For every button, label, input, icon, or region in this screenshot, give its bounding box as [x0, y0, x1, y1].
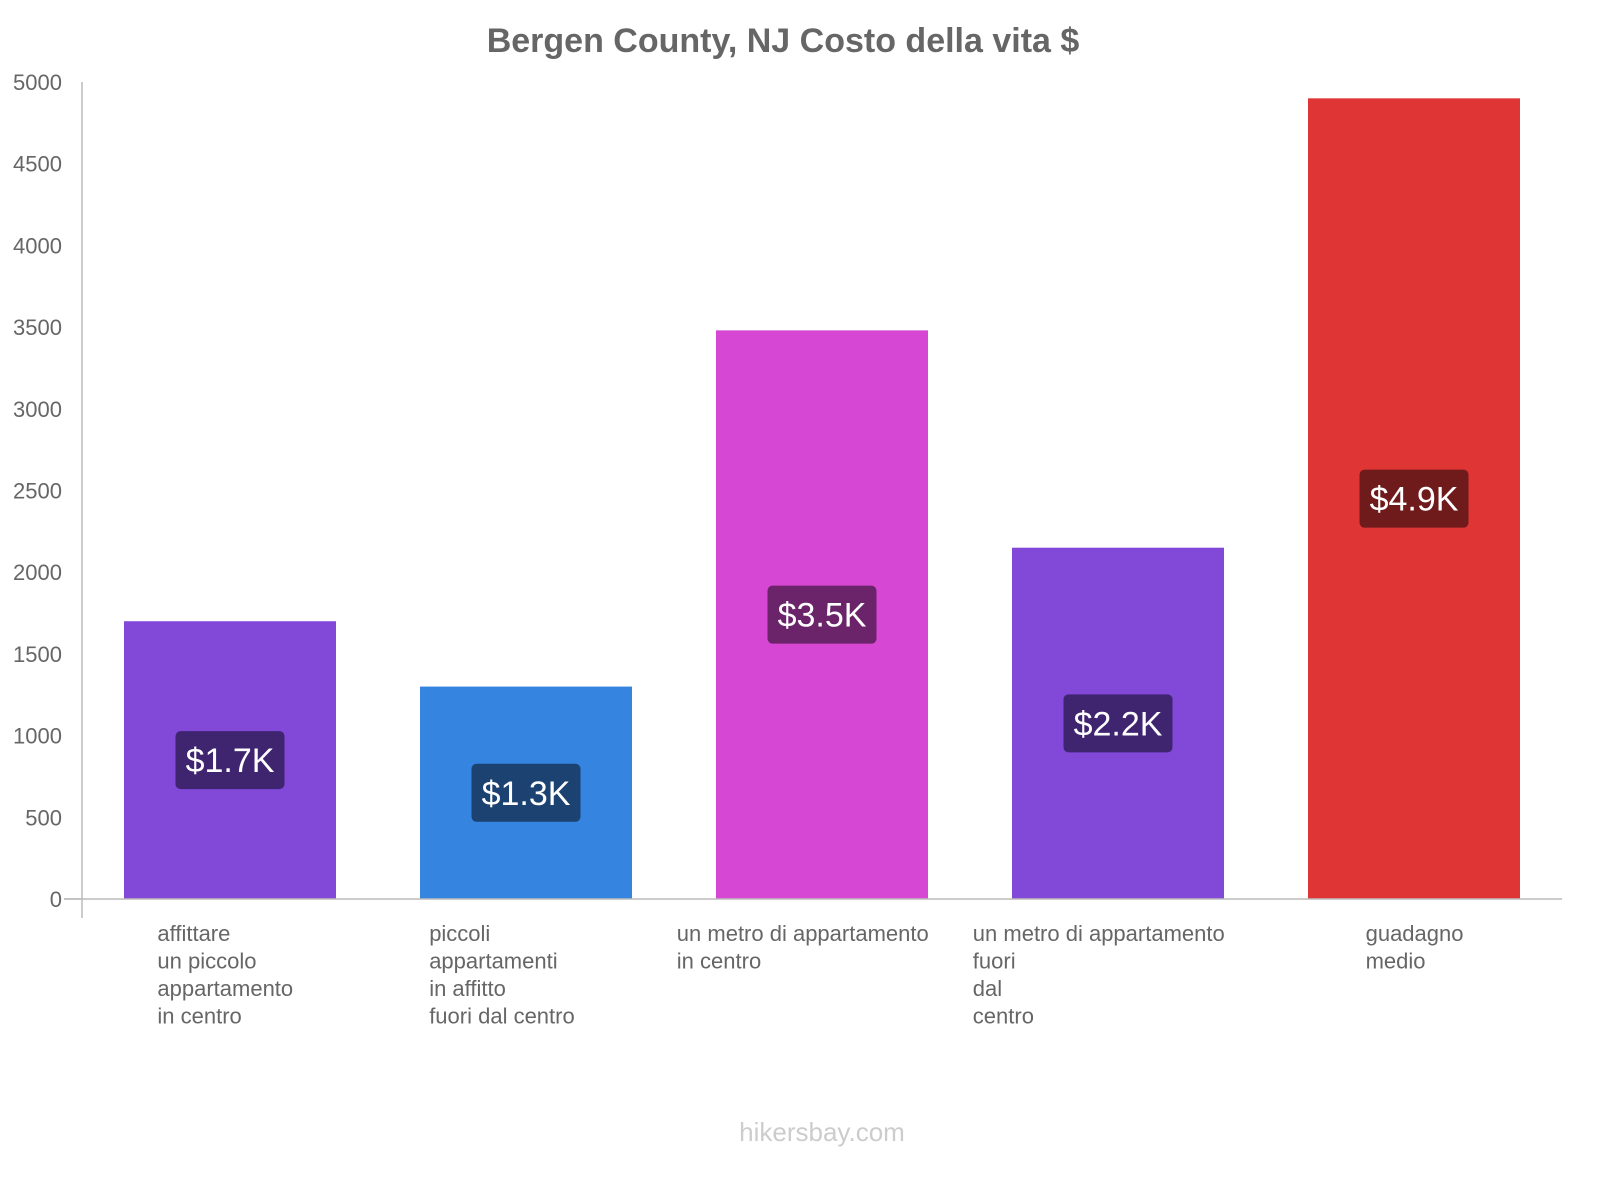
y-tick-label: 3500: [13, 315, 62, 340]
y-tick-label: 2500: [13, 479, 62, 504]
x-tick-label: in centro: [677, 949, 761, 974]
y-tick-label: 2000: [13, 560, 62, 585]
y-tick-label: 500: [25, 805, 62, 830]
bars: $1.7K $1.3K $3.5K $2.2K $4.9K: [124, 98, 1520, 900]
data-label-background: [471, 763, 581, 822]
chart-title: Bergen County, NJ Costo della vita $: [487, 22, 1080, 60]
x-tick-label: fuori dal centro: [429, 1004, 575, 1029]
y-tick-label: 1500: [13, 642, 62, 667]
y-tick-label: 4000: [13, 233, 62, 258]
x-tick-label: appartamenti: [429, 949, 557, 974]
x-tick-label: affittare: [157, 921, 230, 946]
x-tick-label: guadagno: [1366, 921, 1464, 946]
y-tick-label: 4500: [13, 152, 62, 177]
x-tick-label: dal: [973, 976, 1002, 1001]
data-label: $3.5K: [778, 597, 867, 635]
watermark: hikersbay.com: [739, 1117, 905, 1147]
data-label: $1.3K: [482, 775, 571, 813]
data-label-background: [767, 585, 877, 644]
x-tick-label: medio: [1366, 949, 1426, 974]
data-label: $2.2K: [1074, 705, 1163, 743]
data-label-background: [1063, 694, 1173, 753]
y-tick-label: 1000: [13, 724, 62, 749]
x-tick-label: fuori: [973, 949, 1016, 974]
y-axis: 0 500 1000 1500 2000 2500 3000 3500 4000 4500 5000: [13, 70, 83, 918]
x-tick-label: appartamento: [157, 976, 293, 1001]
x-tick-label: un metro di appartamento: [677, 921, 929, 946]
data-label-background: [175, 731, 285, 790]
x-tick-label: piccoli: [429, 921, 490, 946]
data-label-background: [1359, 469, 1469, 528]
data-label: $1.7K: [186, 742, 275, 780]
data-label: $4.9K: [1370, 481, 1459, 519]
y-tick-label: 0: [50, 887, 62, 912]
x-tick-label: centro: [973, 1004, 1034, 1029]
x-tick-label: in affitto: [429, 976, 506, 1001]
x-tick-label: un piccolo: [157, 949, 256, 974]
y-tick-label: 5000: [13, 70, 62, 95]
x-tick-label: un metro di appartamento: [973, 921, 1225, 946]
y-tick-label: 3000: [13, 397, 62, 422]
x-tick-label: in centro: [157, 1004, 241, 1029]
